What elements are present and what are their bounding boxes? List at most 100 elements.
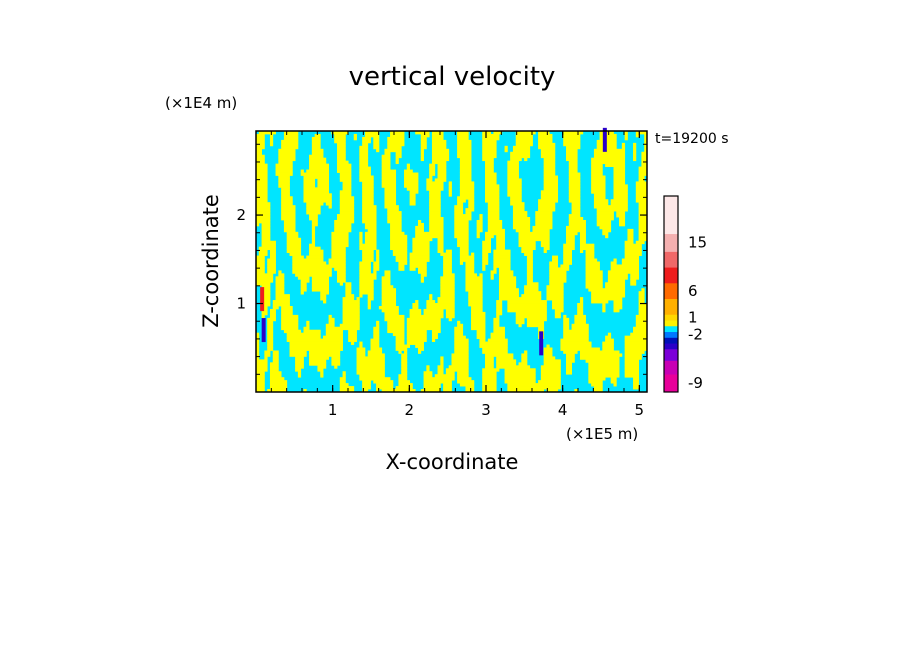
- positive-velocity-cell: [543, 160, 556, 165]
- positive-velocity-cell: [574, 389, 578, 393]
- positive-velocity-cell: [459, 249, 469, 254]
- positive-velocity-cell: [364, 222, 377, 227]
- positive-velocity-cell: [487, 222, 503, 227]
- positive-velocity-cell: [526, 258, 533, 262]
- positive-velocity-cell: [362, 202, 374, 206]
- positive-velocity-cell: [507, 184, 522, 188]
- positive-velocity-cell: [328, 261, 346, 265]
- positive-velocity-cell: [568, 178, 581, 182]
- positive-velocity-cell: [507, 175, 519, 179]
- positive-velocity-cell: [395, 157, 399, 162]
- extreme-velocity-spot: [539, 331, 544, 356]
- positive-velocity-cell: [613, 175, 626, 179]
- positive-velocity-cell: [471, 252, 475, 256]
- positive-velocity-cell: [624, 359, 640, 363]
- positive-velocity-cell: [434, 374, 455, 378]
- positive-velocity-cell: [457, 142, 472, 147]
- positive-velocity-cell: [515, 317, 525, 322]
- positive-velocity-cell: [493, 255, 511, 259]
- positive-velocity-cell: [498, 297, 542, 301]
- positive-velocity-cell: [457, 371, 469, 375]
- positive-velocity-cell: [627, 231, 634, 236]
- positive-velocity-cell: [390, 222, 402, 227]
- positive-velocity-cell: [588, 368, 620, 372]
- positive-velocity-cell: [339, 196, 355, 200]
- positive-velocity-cell: [613, 383, 617, 387]
- positive-velocity-cell: [633, 383, 640, 387]
- positive-velocity-cell: [311, 136, 321, 141]
- positive-velocity-cell: [485, 199, 500, 203]
- positive-velocity-cell: [429, 222, 444, 227]
- positive-velocity-cell: [585, 255, 595, 259]
- positive-velocity-cell: [593, 151, 626, 156]
- positive-velocity-cell: [429, 217, 444, 221]
- positive-velocity-cell: [543, 350, 553, 354]
- positive-velocity-cell: [311, 234, 316, 239]
- positive-velocity-cell: [518, 240, 536, 245]
- positive-velocity-cell: [476, 222, 483, 227]
- positive-velocity-cell: [311, 222, 318, 227]
- positive-velocity-cell: [579, 243, 595, 248]
- positive-velocity-cell: [440, 252, 452, 256]
- positive-velocity-cell: [339, 383, 349, 387]
- positive-velocity-cell: [543, 359, 561, 363]
- positive-velocity-cell: [485, 190, 500, 194]
- positive-velocity-cell: [566, 228, 586, 233]
- positive-velocity-cell: [261, 300, 271, 304]
- positive-velocity-cell: [563, 255, 572, 259]
- positive-velocity-cell: [381, 163, 391, 167]
- positive-velocity-cell: [359, 285, 374, 289]
- positive-velocity-cell: [633, 148, 637, 153]
- positive-velocity-cell: [543, 163, 556, 167]
- positive-velocity-cell: [596, 208, 628, 212]
- positive-velocity-cell: [269, 139, 274, 144]
- positive-velocity-cell: [334, 228, 352, 233]
- x-tick-label: 2: [405, 401, 415, 419]
- positive-velocity-cell: [281, 139, 299, 144]
- positive-velocity-cell: [591, 187, 606, 191]
- positive-velocity-cell: [311, 139, 321, 144]
- colorbar: -9 -21 6 15: [663, 195, 707, 393]
- positive-velocity-cell: [398, 264, 405, 268]
- positive-velocity-cell: [440, 279, 455, 283]
- positive-velocity-cell: [437, 249, 444, 254]
- positive-velocity-cell: [605, 335, 612, 340]
- positive-velocity-cell: [269, 255, 276, 259]
- positive-velocity-cell: [579, 249, 584, 254]
- positive-velocity-cell: [429, 166, 436, 170]
- positive-velocity-cell: [443, 255, 452, 259]
- positive-velocity-cell: [267, 264, 276, 268]
- positive-velocity-cell: [496, 356, 514, 360]
- positive-velocity-cell: [362, 199, 374, 203]
- colorbar-label: -9: [688, 374, 703, 392]
- positive-velocity-cell: [423, 377, 455, 381]
- positive-velocity-cell: [376, 255, 380, 259]
- positive-velocity-cell: [510, 202, 525, 206]
- positive-velocity-cell: [261, 234, 271, 239]
- positive-velocity-cell: [429, 228, 444, 233]
- positive-velocity-cell: [496, 300, 503, 304]
- positive-velocity-cell: [593, 148, 626, 153]
- positive-velocity-cell: [423, 383, 441, 387]
- positive-velocity-cell: [381, 169, 397, 173]
- positive-velocity-cell: [426, 365, 430, 369]
- positive-velocity-cell: [568, 196, 581, 200]
- positive-velocity-cell: [406, 166, 410, 170]
- positive-velocity-cell: [563, 252, 572, 256]
- positive-velocity-cell: [415, 231, 444, 236]
- positive-velocity-cell: [256, 368, 268, 372]
- positive-velocity-cell: [417, 347, 424, 351]
- positive-velocity-cell: [373, 329, 380, 334]
- positive-velocity-cell: [591, 178, 606, 182]
- positive-velocity-cell: [457, 139, 472, 144]
- positive-velocity-cell: [362, 214, 377, 218]
- positive-velocity-cell: [526, 261, 533, 265]
- positive-velocity-cell: [367, 305, 371, 310]
- positive-velocity-cell: [331, 359, 341, 363]
- positive-velocity-cell: [281, 199, 293, 203]
- positive-velocity-cell: [286, 234, 299, 239]
- positive-velocity-cell: [454, 231, 469, 236]
- positive-velocity-cell: [356, 368, 385, 372]
- positive-velocity-cell: [482, 371, 497, 375]
- positive-velocity-cell: [429, 211, 441, 215]
